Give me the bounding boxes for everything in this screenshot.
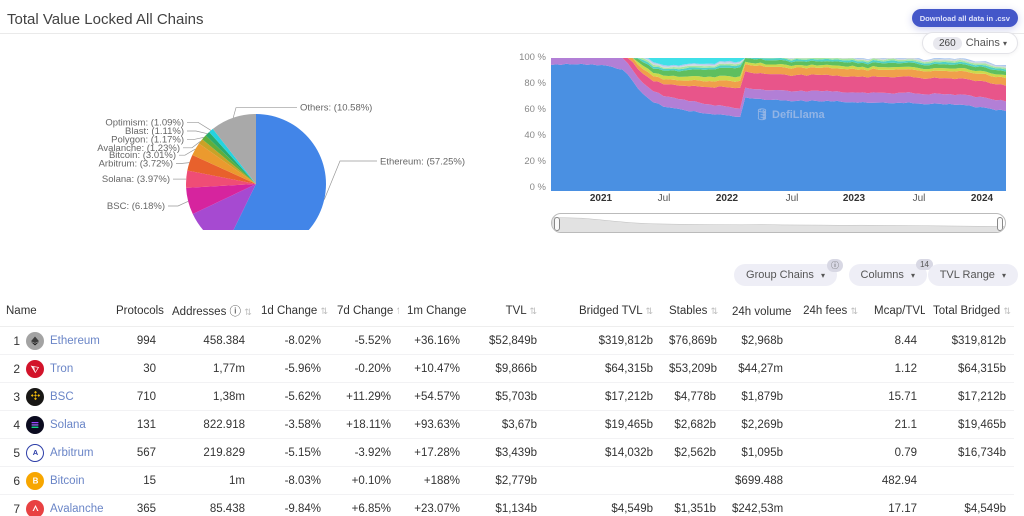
svg-text:A: A xyxy=(32,448,38,457)
svg-text:BSC: (6.18%): BSC: (6.18%) xyxy=(107,201,165,212)
svg-text:Optimism: (1.09%): Optimism: (1.09%) xyxy=(105,117,184,128)
svg-text:Ethereum: (57.25%): Ethereum: (57.25%) xyxy=(380,157,465,168)
svg-text:B: B xyxy=(32,476,38,485)
svg-text:Others: (10.58%): Others: (10.58%) xyxy=(300,103,372,114)
svg-text:Solana: (3.97%): Solana: (3.97%) xyxy=(102,174,170,185)
